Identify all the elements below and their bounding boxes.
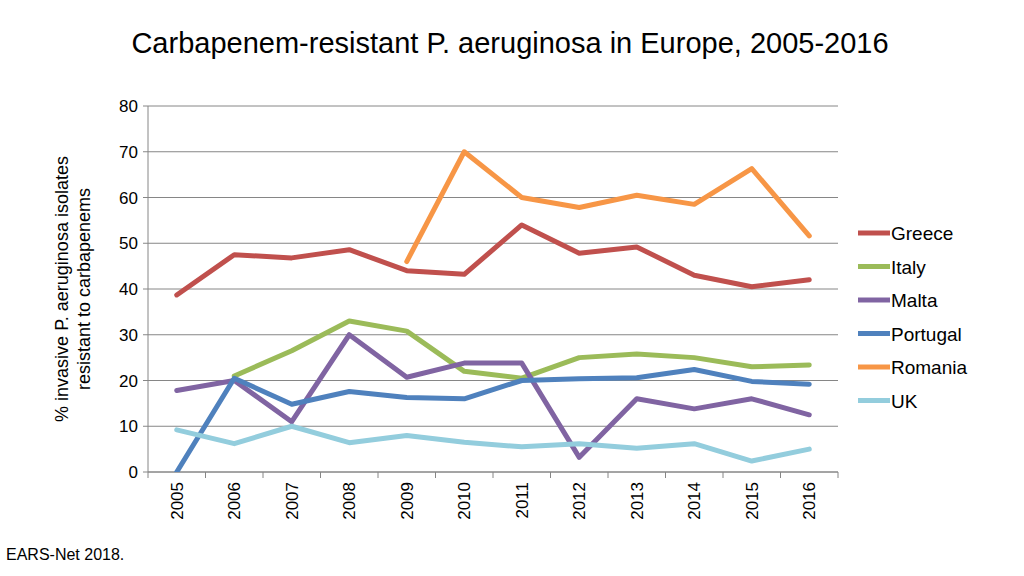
x-tick-mark	[320, 472, 321, 478]
legend-label: UK	[891, 391, 918, 412]
x-tick-mark	[838, 472, 839, 478]
plot-area	[177, 152, 810, 472]
x-tick-mark	[263, 472, 264, 478]
x-tick-mark	[550, 472, 551, 478]
tick-mark	[143, 106, 148, 107]
tick-mark	[143, 334, 148, 335]
x-tick-label: 2006	[225, 482, 244, 520]
series-line	[407, 152, 810, 262]
legend-swatch	[858, 231, 890, 236]
grid-line	[148, 106, 838, 107]
y-tick-label: 70	[119, 143, 138, 162]
tick-mark	[143, 380, 148, 381]
x-tick-label: 2011	[513, 482, 532, 519]
legend-swatch	[858, 365, 890, 370]
x-tick-mark	[205, 472, 206, 478]
x-tick-label: 2009	[398, 482, 417, 520]
x-tick-label: 2008	[340, 482, 359, 520]
grid-line	[148, 243, 838, 244]
legend-swatch	[858, 264, 890, 269]
legend-label: Italy	[891, 257, 926, 278]
series-line	[177, 225, 810, 295]
y-tick-label: 20	[119, 372, 138, 391]
x-tick-label: 2010	[455, 482, 474, 520]
y-tick-label: 10	[119, 417, 138, 436]
x-tick-mark	[435, 472, 436, 478]
tick-mark	[143, 197, 148, 198]
tick-mark	[143, 151, 148, 152]
y-axis	[148, 106, 149, 472]
grid-line	[148, 289, 838, 290]
x-tick-label: 2015	[743, 482, 762, 520]
source-note: EARS-Net 2018.	[6, 546, 124, 563]
x-tick-mark	[780, 472, 781, 478]
tick-mark	[143, 472, 148, 473]
grid-line	[148, 426, 838, 427]
tick-mark	[143, 289, 148, 290]
legend-label: Portugal	[891, 324, 962, 345]
legend-label: Malta	[891, 290, 938, 311]
legend-label: Greece	[891, 223, 953, 244]
x-tick-mark	[665, 472, 666, 478]
x-tick-label: 2012	[570, 482, 589, 520]
x-tick-label: 2007	[283, 482, 302, 520]
x-tick-mark	[723, 472, 724, 478]
y-tick-label: 0	[129, 463, 138, 482]
x-tick-label: 2014	[685, 482, 704, 520]
chart: Carbapenem-resistant P. aeruginosa in Eu…	[0, 0, 1024, 576]
series-line	[234, 321, 809, 378]
y-tick-label: 60	[119, 189, 138, 208]
tick-mark	[143, 243, 148, 244]
legend-swatch	[858, 298, 890, 303]
tick-mark	[143, 426, 148, 427]
y-tick-label: 40	[119, 280, 138, 299]
legend-label: Romania	[891, 357, 967, 378]
series-line	[177, 426, 810, 461]
x-tick-label: 2016	[800, 482, 819, 520]
title: Carbapenem-resistant P. aeruginosa in Eu…	[131, 27, 888, 59]
y-tick-label: 80	[119, 97, 138, 116]
x-tick-mark	[493, 472, 494, 478]
legend-swatch	[858, 331, 890, 336]
x-tick-mark	[378, 472, 379, 478]
grid-line	[148, 151, 838, 152]
y-tick-label: 50	[119, 234, 138, 253]
y-axis-label: % invasive P. aeruginosa isolatesresista…	[52, 156, 94, 422]
grid-line	[148, 197, 838, 198]
y-tick-label: 30	[119, 326, 138, 345]
legend-swatch	[858, 398, 890, 403]
x-tick-label: 2005	[168, 482, 187, 520]
grid-line	[148, 334, 838, 335]
x-tick-mark	[148, 472, 149, 478]
x-tick-mark	[608, 472, 609, 478]
series-line	[177, 370, 810, 472]
x-tick-label: 2013	[628, 482, 647, 520]
